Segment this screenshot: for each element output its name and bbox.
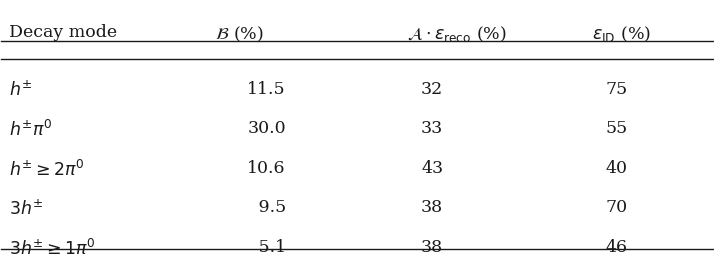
Text: 43: 43	[421, 160, 443, 177]
Text: 32: 32	[421, 81, 443, 97]
Text: 9.5: 9.5	[253, 199, 286, 216]
Text: $h^{\pm}{\geq}2\pi^{0}$: $h^{\pm}{\geq}2\pi^{0}$	[9, 160, 84, 180]
Text: 30.0: 30.0	[247, 120, 286, 137]
Text: 75: 75	[606, 81, 628, 97]
Text: $3h^{\pm}{\geq}1\pi^{0}$: $3h^{\pm}{\geq}1\pi^{0}$	[9, 239, 95, 259]
Text: $h^{\pm}\pi^{0}$: $h^{\pm}\pi^{0}$	[9, 120, 51, 140]
Text: 10.6: 10.6	[247, 160, 286, 177]
Text: 70: 70	[606, 199, 628, 216]
Text: $\mathcal{B}$ (%): $\mathcal{B}$ (%)	[215, 24, 263, 44]
Text: $h^{\pm}$: $h^{\pm}$	[9, 81, 31, 100]
Text: $3h^{\pm}$: $3h^{\pm}$	[9, 199, 43, 219]
Text: $\varepsilon_{\rm ID}$ (%): $\varepsilon_{\rm ID}$ (%)	[592, 24, 650, 44]
Text: $\mathcal{A} \cdot \varepsilon_{\rm reco}$ (%): $\mathcal{A} \cdot \varepsilon_{\rm reco…	[407, 24, 506, 44]
Text: 40: 40	[606, 160, 628, 177]
Text: 55: 55	[606, 120, 628, 137]
Text: Decay mode: Decay mode	[9, 24, 116, 41]
Text: 38: 38	[421, 239, 443, 256]
Text: 46: 46	[606, 239, 628, 256]
Text: 5.1: 5.1	[253, 239, 286, 256]
Text: 33: 33	[421, 120, 443, 137]
Text: 38: 38	[421, 199, 443, 216]
Text: 11.5: 11.5	[247, 81, 286, 97]
